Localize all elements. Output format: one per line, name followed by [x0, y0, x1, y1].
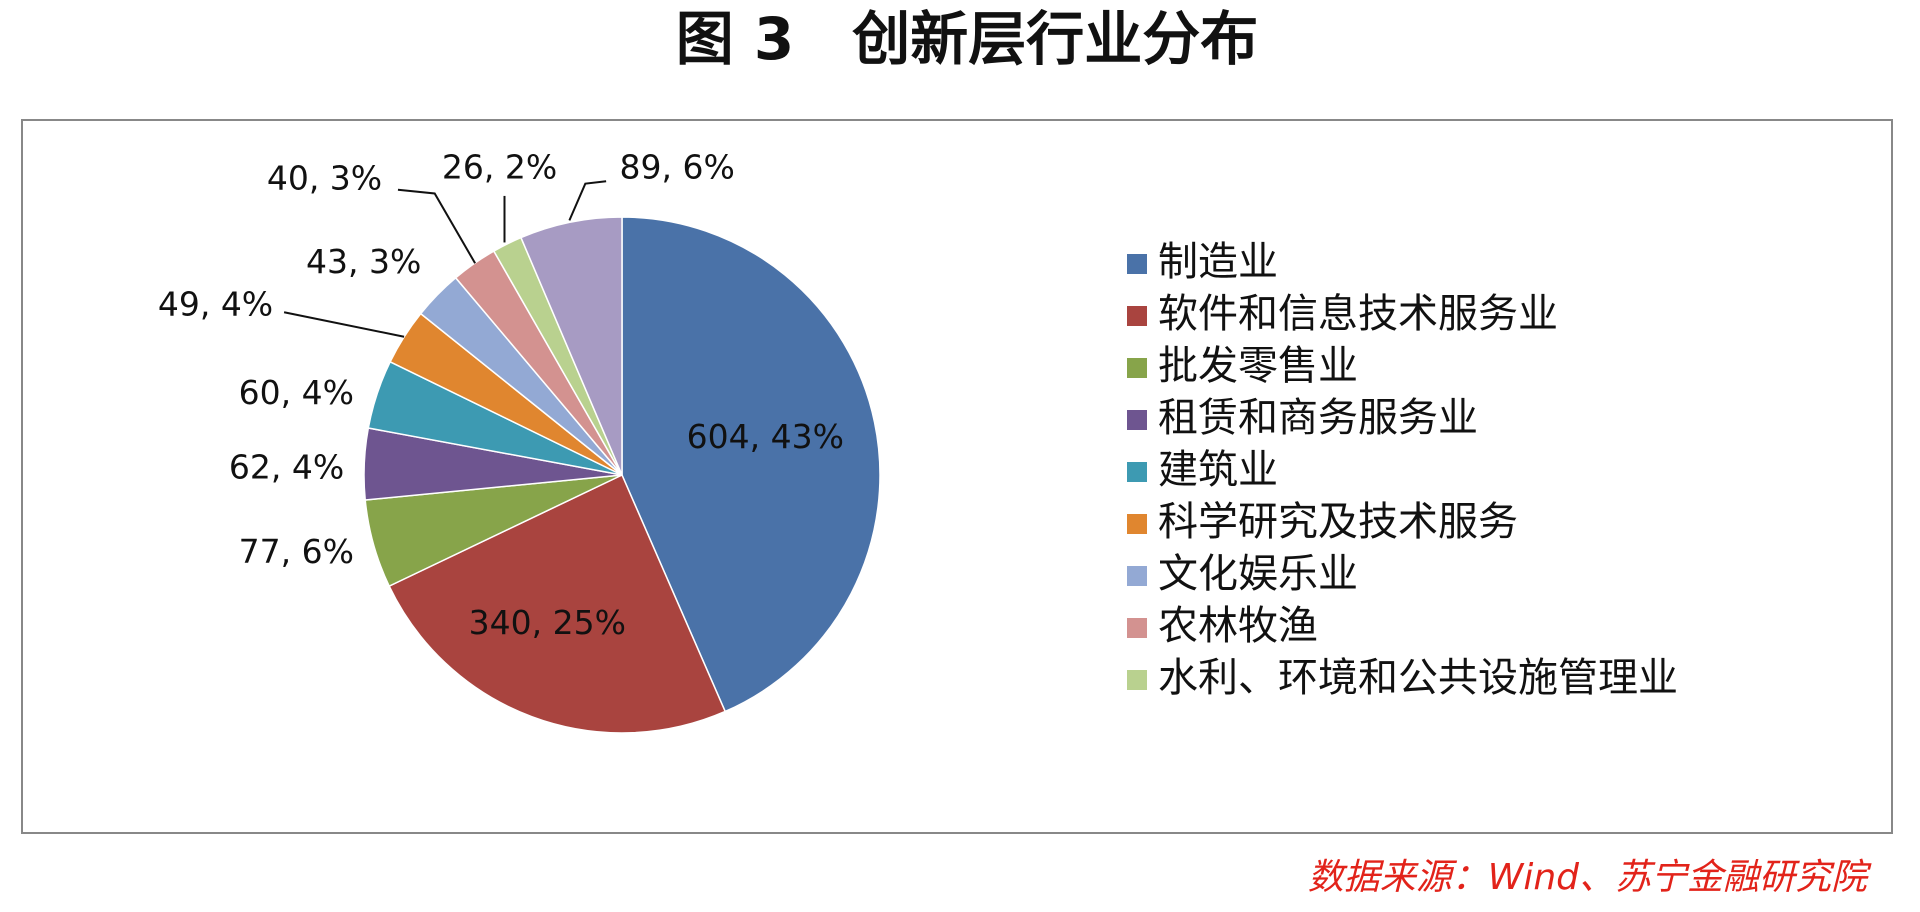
data-label: 62, 4% — [229, 447, 344, 486]
data-label: 604, 43% — [687, 417, 844, 456]
legend-swatch — [1127, 514, 1147, 534]
leader-line — [397, 188, 476, 264]
legend-swatch — [1127, 462, 1147, 482]
source-note: 数据来源：Wind、苏宁金融研究院 — [1308, 857, 1872, 898]
legend-swatch — [1127, 306, 1147, 326]
data-label: 43, 3% — [306, 242, 421, 281]
pie-slice — [388, 473, 727, 734]
legend-label: 批发零售业 — [1158, 343, 1358, 389]
data-label: 60, 4% — [239, 373, 354, 412]
data-label: 26, 2% — [442, 147, 557, 186]
legend-label: 软件和信息技术服务业 — [1158, 291, 1558, 337]
pie-slice — [519, 216, 623, 476]
data-label: 77, 6% — [239, 532, 354, 571]
legend-swatch — [1127, 410, 1147, 430]
legend-label: 农林牧渔 — [1158, 603, 1318, 649]
legend-label: 制造业 — [1158, 239, 1278, 285]
data-label: 49, 4% — [158, 285, 273, 324]
chart-title: 图 3 创新层行业分布 — [676, 5, 1259, 73]
legend-swatch — [1127, 618, 1147, 638]
data-label: 40, 3% — [267, 159, 382, 198]
legend-label: 建筑业 — [1158, 447, 1278, 493]
legend-label: 文化娱乐业 — [1158, 551, 1358, 597]
legend-label: 科学研究及技术服务 — [1158, 499, 1518, 545]
legend-swatch — [1127, 254, 1147, 274]
legend-swatch — [1127, 670, 1147, 690]
plot-frame — [21, 119, 1893, 834]
data-label: 89, 6% — [619, 147, 734, 186]
legend-label: 租赁和商务服务业 — [1158, 395, 1478, 441]
legend-swatch — [1127, 358, 1147, 378]
legend-swatch — [1127, 566, 1147, 586]
leader-line — [283, 311, 405, 338]
legend-label: 水利、环境和公共设施管理业 — [1158, 655, 1678, 701]
pie-slice — [621, 216, 881, 713]
data-label: 340, 25% — [469, 603, 626, 642]
leader-line — [568, 180, 607, 221]
